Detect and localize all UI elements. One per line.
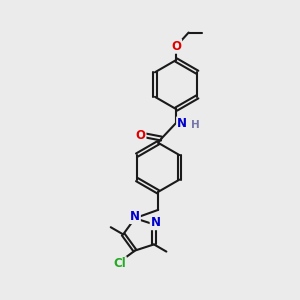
Text: H: H — [191, 121, 200, 130]
Text: N: N — [151, 216, 160, 229]
Text: N: N — [130, 210, 140, 223]
Text: N: N — [177, 117, 187, 130]
Text: O: O — [136, 129, 146, 142]
Text: O: O — [171, 40, 181, 53]
Text: Cl: Cl — [113, 257, 126, 270]
